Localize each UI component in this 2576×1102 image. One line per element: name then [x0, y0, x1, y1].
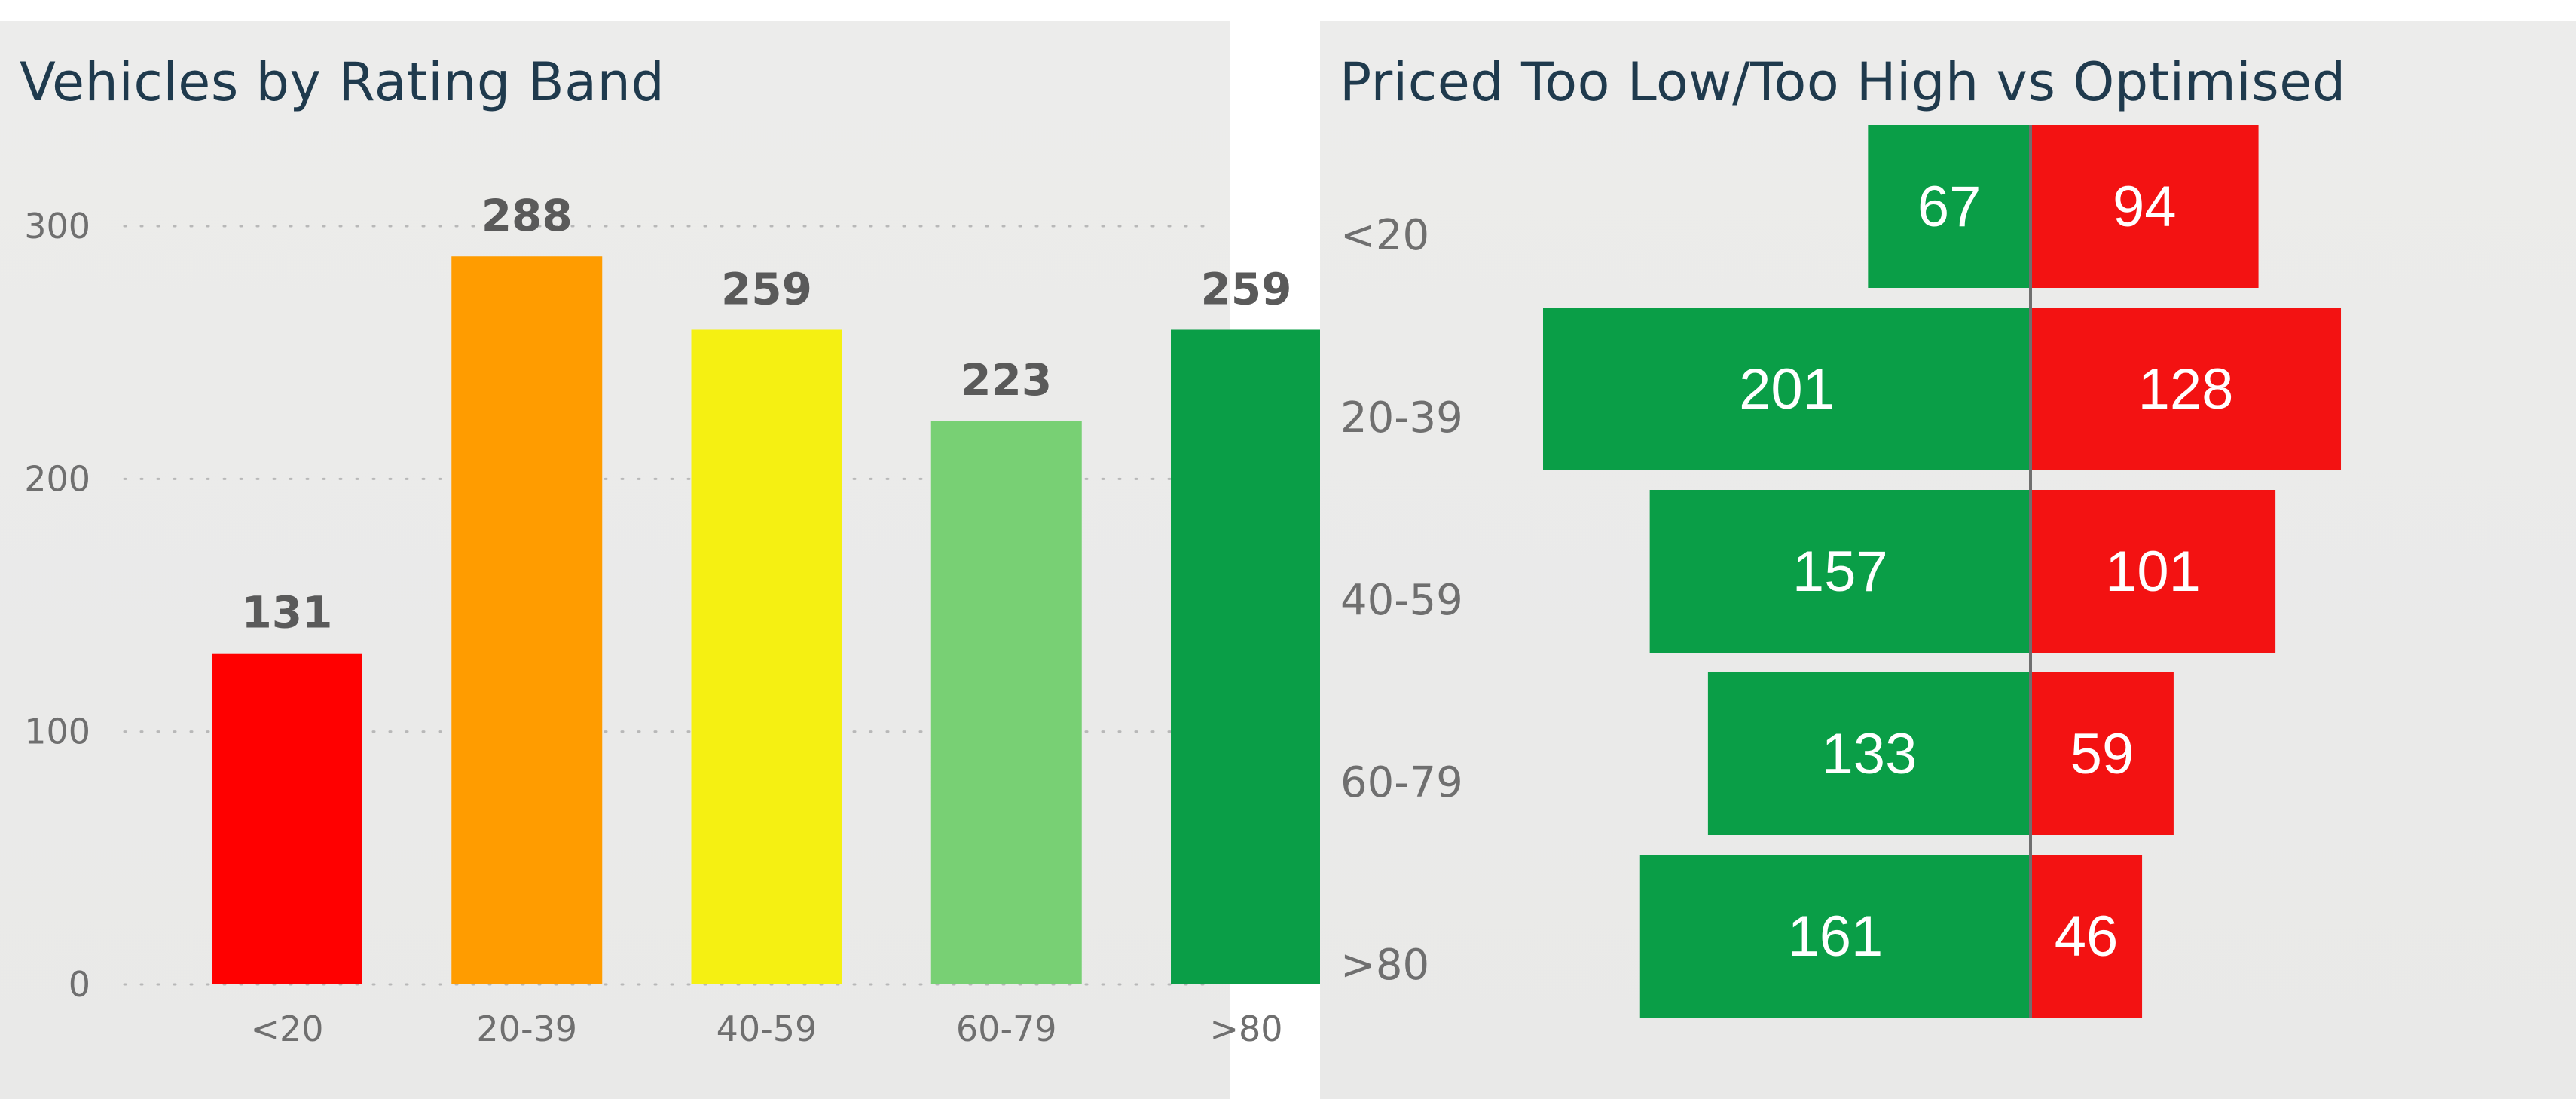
- x-category-label-2: 20-39: [476, 1009, 577, 1049]
- low-bar-4: [1707, 672, 2031, 835]
- y-tick-label-1: 100: [24, 712, 90, 752]
- row-label-3: 40-59: [1340, 576, 1463, 625]
- pricing-diverging-bar-chart: 67 94 <20 201 128 20-39 157 101 40-59 133 59 60-79 1…: [1340, 125, 2342, 1018]
- bar-1: [212, 653, 362, 984]
- low-bar-value-1: 67: [1917, 175, 1982, 239]
- rating-band-chart-title: Vehicles by Rating Band: [20, 51, 665, 113]
- high-bar-3: [2031, 490, 2276, 653]
- bar-value-label-5: 259: [1200, 263, 1291, 314]
- low-bar-value-4: 133: [1822, 722, 1917, 786]
- row-label-4: 60-79: [1340, 758, 1463, 807]
- high-bar-value-3: 101: [2105, 540, 2201, 604]
- low-bar-2: [1543, 308, 2031, 470]
- row-label-2: 20-39: [1340, 393, 1463, 442]
- x-category-label-3: 40-59: [717, 1009, 817, 1049]
- high-bar-1: [2031, 125, 2259, 288]
- row-label-1: <20: [1340, 211, 1429, 260]
- high-bar-value-5: 46: [2055, 905, 2119, 969]
- bar-5: [1171, 329, 1322, 984]
- high-bar-5: [2031, 855, 2143, 1018]
- high-bar-value-1: 94: [2113, 175, 2177, 239]
- low-bar-5: [1639, 855, 2031, 1018]
- x-category-label-5: >80: [1209, 1009, 1282, 1049]
- bar-4: [930, 421, 1082, 984]
- pricing-chart-title: Priced Too Low/Too High vs Optimised: [1340, 51, 2346, 113]
- rating-band-panel: Vehicles by Rating Band 0 100 200 300 131 <20…: [0, 21, 1322, 1099]
- bar-value-label-4: 223: [961, 354, 1052, 406]
- bar-2: [451, 256, 603, 984]
- bar-value-label-2: 288: [481, 190, 573, 241]
- high-bar-value-4: 59: [2070, 722, 2134, 786]
- high-bar-4: [2031, 672, 2174, 835]
- low-bar-value-3: 157: [1792, 540, 1888, 604]
- high-bar-2: [2031, 308, 2342, 470]
- y-tick-label-2: 200: [24, 458, 90, 499]
- pricing-panel: Priced Too Low/Too High vs Optimised 67 9…: [1320, 21, 2576, 1099]
- low-bar-value-2: 201: [1739, 357, 1835, 421]
- x-category-label-4: 60-79: [956, 1009, 1057, 1049]
- row-label-5: >80: [1340, 941, 1429, 990]
- y-tick-label-0: 0: [69, 964, 90, 1005]
- low-bar-3: [1649, 490, 2031, 653]
- low-bar-value-5: 161: [1787, 905, 1883, 969]
- bar-value-label-1: 131: [241, 587, 332, 638]
- x-category-label-1: <20: [250, 1009, 323, 1049]
- high-bar-value-2: 128: [2138, 357, 2234, 421]
- y-tick-label-3: 300: [24, 206, 90, 246]
- bar-3: [691, 329, 842, 984]
- rating-band-bar-chart: 0 100 200 300 131 <20 288 20-39 259 40-59 223 60-79…: [24, 190, 1322, 1049]
- bar-value-label-3: 259: [721, 263, 812, 314]
- low-bar-1: [1868, 125, 2031, 288]
